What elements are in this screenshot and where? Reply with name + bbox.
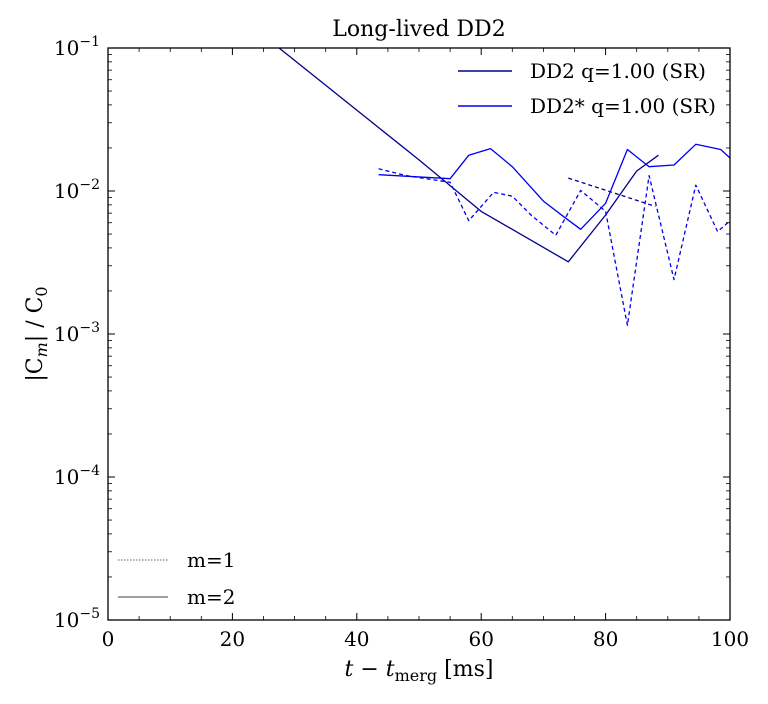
y-tick-label: 10−4 bbox=[54, 463, 100, 489]
x-axis-label: t − tmerg [ms] bbox=[345, 657, 494, 685]
x-tick-label: 60 bbox=[468, 627, 493, 651]
y-axis-label-sub-m: m bbox=[32, 342, 51, 357]
y-axis-label-open: |C bbox=[23, 357, 48, 381]
series-line-dd2-star-m2 bbox=[378, 143, 730, 230]
legend-label-dd2-star: DD2* q=1.00 (SR) bbox=[530, 94, 716, 118]
series-line-dd2-star-m1 bbox=[378, 168, 730, 326]
series-layer bbox=[278, 48, 730, 326]
x-axis-label-sub: merg bbox=[395, 666, 438, 685]
legend-label-m2: m=2 bbox=[187, 585, 235, 609]
tick-labels-layer: 0 20 40 60 80 100 10−5 10−4 10−3 10−2 10−1 bbox=[54, 34, 749, 651]
x-axis-label-unit: [ms] bbox=[437, 657, 493, 682]
y-tick-label: 10−2 bbox=[54, 177, 100, 203]
series-line-dd2-m1 bbox=[568, 177, 656, 208]
y-tick-label: 10−1 bbox=[54, 34, 100, 60]
y-axis-label-sub-zero: 0 bbox=[32, 286, 51, 296]
y-tick-label: 10−3 bbox=[54, 320, 100, 346]
y-tick-label: 10−5 bbox=[54, 606, 100, 632]
x-tick-label: 80 bbox=[593, 627, 618, 651]
chart-title: Long-lived DD2 bbox=[332, 17, 505, 42]
legend-series: DD2 q=1.00 (SR) DD2* q=1.00 (SR) bbox=[458, 59, 716, 118]
x-axis-label-var: t − t bbox=[345, 657, 395, 682]
legend-label-m1: m=1 bbox=[187, 548, 235, 572]
series-line-dd2-m2 bbox=[278, 48, 659, 263]
y-axis-label: |Cm| / C0 bbox=[23, 286, 51, 381]
y-axis-label-mid: | / C bbox=[23, 297, 48, 343]
x-tick-label: 100 bbox=[711, 627, 749, 651]
x-tick-label: 20 bbox=[220, 627, 245, 651]
x-tick-label: 40 bbox=[344, 627, 369, 651]
x-tick-label: 0 bbox=[102, 627, 115, 651]
ticks-layer bbox=[107, 47, 731, 621]
legend-label-dd2: DD2 q=1.00 (SR) bbox=[530, 59, 706, 83]
legend-modes: m=1 m=2 bbox=[118, 548, 235, 609]
